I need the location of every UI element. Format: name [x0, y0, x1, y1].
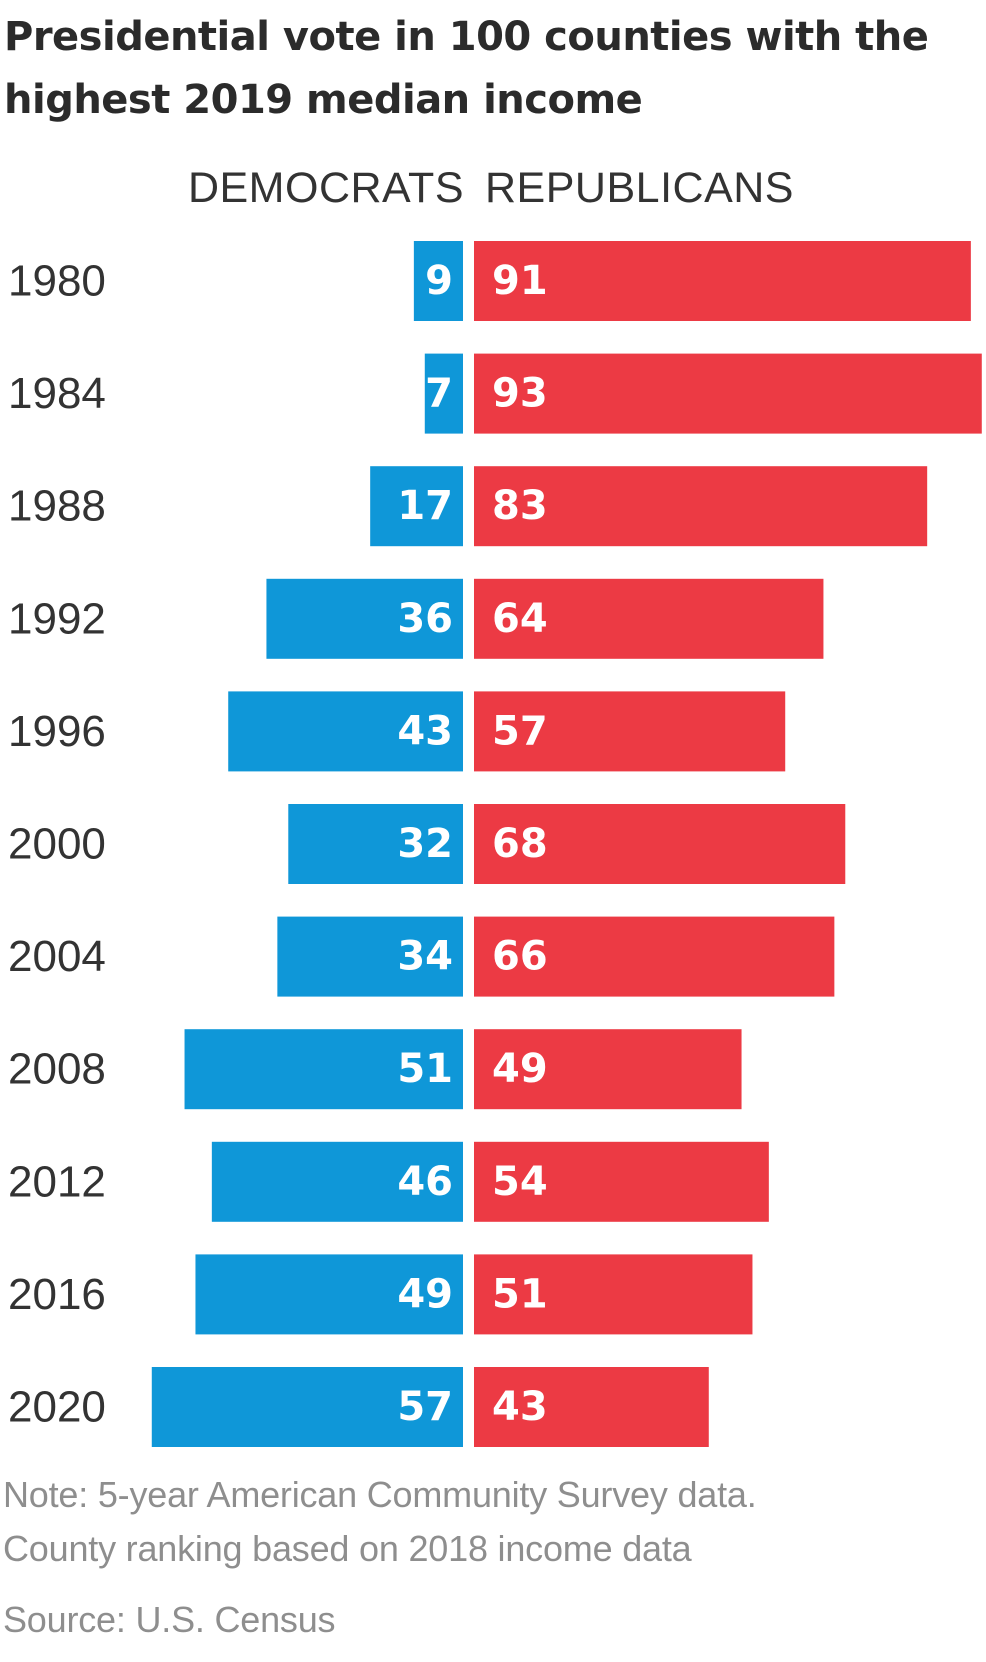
republican-value-label: 66 — [492, 934, 548, 980]
democrat-value-label: 36 — [397, 596, 453, 642]
democrat-value-label: 17 — [397, 483, 453, 529]
year-label: 2016 — [8, 1270, 106, 1319]
year-label: 1992 — [8, 594, 106, 643]
republican-value-label: 57 — [492, 708, 548, 754]
chart-title: Presidential vote in 100 counties with t… — [4, 6, 964, 132]
republican-bar — [474, 691, 786, 772]
democrat-value-label: 7 — [425, 371, 453, 417]
legend-democrats: DEMOCRATS — [187, 164, 464, 212]
republican-bar — [474, 916, 835, 997]
year-label: 1980 — [8, 257, 106, 306]
republican-value-label: 54 — [492, 1159, 548, 1205]
democrat-bar — [266, 578, 463, 659]
year-label: 1996 — [8, 707, 106, 756]
republican-bar — [474, 1254, 753, 1335]
republican-bar — [474, 466, 928, 547]
republican-bar — [474, 1367, 709, 1447]
legend-republicans: REPUBLICANS — [485, 164, 794, 212]
republican-value-label: 93 — [492, 371, 548, 417]
democrat-bar — [184, 1029, 464, 1110]
year-label: 2008 — [8, 1045, 106, 1094]
democrat-bar — [228, 691, 463, 772]
democrat-value-label: 9 — [425, 258, 453, 304]
democrat-bar — [413, 241, 463, 321]
democrat-bar — [211, 1141, 463, 1222]
democrat-bar — [370, 466, 463, 547]
republican-bar — [474, 1029, 742, 1110]
democrat-value-label: 51 — [397, 1046, 453, 1092]
democrat-value-label: 32 — [397, 821, 453, 867]
republican-value-label: 68 — [492, 821, 548, 867]
year-label: 2020 — [8, 1383, 106, 1432]
year-label: 2012 — [8, 1157, 106, 1206]
note-line-1: Note: 5-year American Community Survey d… — [3, 1474, 757, 1515]
republican-value-label: 49 — [492, 1046, 548, 1092]
republican-bar — [474, 353, 982, 434]
chart-title-line-2: highest 2019 median income — [4, 77, 643, 123]
democrat-bar — [277, 916, 463, 997]
democrat-bar — [151, 1367, 463, 1447]
chart-title-line-1: Presidential vote in 100 counties with t… — [4, 14, 929, 60]
republican-value-label: 43 — [492, 1384, 548, 1430]
democrat-bar — [288, 804, 463, 884]
source-note: Source: U.S. Census — [3, 1599, 336, 1640]
republican-value-label: 91 — [492, 258, 548, 304]
democrat-bar — [195, 1254, 463, 1335]
democrat-value-label: 49 — [397, 1271, 453, 1317]
democrat-value-label: 43 — [397, 708, 453, 754]
republican-value-label: 64 — [492, 596, 548, 642]
democrat-value-label: 57 — [397, 1384, 453, 1430]
republican-bar — [474, 804, 846, 884]
republican-value-label: 51 — [492, 1271, 548, 1317]
year-label: 2000 — [8, 820, 106, 869]
democrat-value-label: 46 — [397, 1159, 453, 1205]
republican-bar — [474, 1141, 769, 1222]
note-line-2: County ranking based on 2018 income data — [3, 1528, 692, 1569]
year-label: 1988 — [8, 482, 106, 531]
year-label: 1984 — [8, 369, 106, 418]
democrat-value-label: 34 — [397, 934, 453, 980]
democrat-bar — [424, 353, 463, 434]
republican-value-label: 83 — [492, 483, 548, 529]
republican-bar — [474, 241, 971, 321]
year-label: 2004 — [8, 932, 106, 981]
republican-bar — [474, 578, 824, 659]
